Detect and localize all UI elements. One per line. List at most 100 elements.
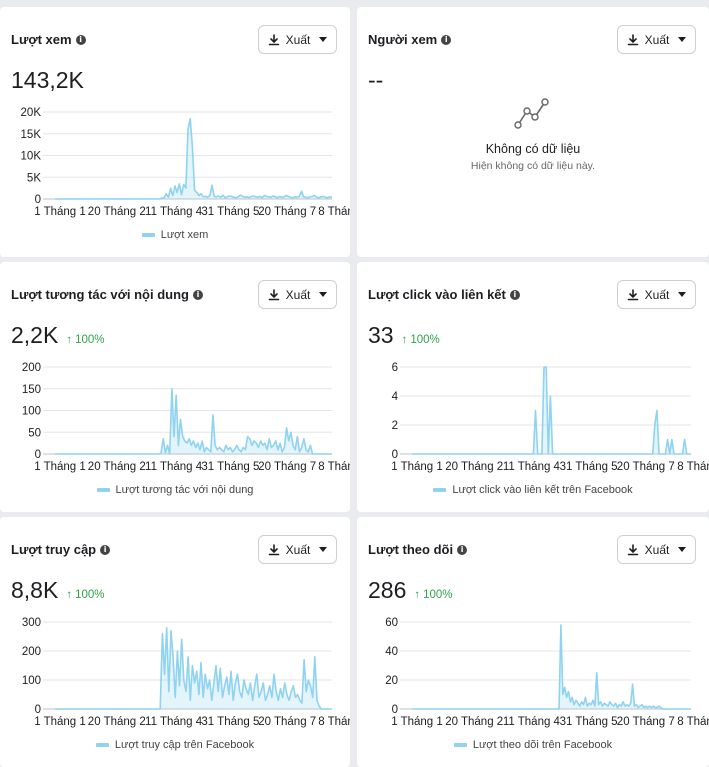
- y-tick-label: 20: [385, 675, 398, 687]
- delta-badge: ↑ 100%: [414, 589, 453, 601]
- chevron-down-icon: [319, 37, 328, 42]
- metric-value: 143,2K: [11, 67, 84, 93]
- chart-legend: Lượt theo dõi trên Facebook: [357, 739, 709, 751]
- link-clicks-chart: 6 4 2 01 Tháng 1 20 Tháng 2 11 Tháng 4 31 Thán…: [391, 362, 709, 473]
- arrow-up-icon: ↑: [66, 589, 73, 601]
- x-tick-label: 8 Tháng 9: [318, 206, 350, 218]
- info-icon[interactable]: i: [457, 544, 468, 555]
- views-card: Lượt xem i Xuất 143,2K 20K 15K 10K 5K 0 1 Thán…: [0, 7, 350, 257]
- info-icon[interactable]: i: [75, 34, 86, 45]
- x-tick-label: 31 Tháng 5: [201, 206, 259, 218]
- chevron-down-icon: [319, 292, 328, 297]
- metric-value: 2,2K ↑ 100%: [11, 322, 105, 348]
- link-clicks-card: Lượt click vào liên kết i Xuất 33 ↑ 100% 6 4…: [357, 262, 709, 512]
- chart-legend: Lượt xem: [0, 229, 350, 241]
- info-icon[interactable]: i: [192, 289, 203, 300]
- delta-badge: ↑ 100%: [401, 334, 440, 346]
- legend-swatch: [433, 488, 447, 493]
- delta-badge: ↑ 100%: [66, 589, 105, 601]
- delta-badge: ↑ 100%: [66, 334, 105, 346]
- card-title: Lượt click vào liên kết i: [368, 287, 520, 302]
- x-tick-label: 11 Tháng 4: [503, 716, 561, 728]
- x-tick-label: 8 Tháng 9: [318, 461, 350, 473]
- y-tick-label: 40: [385, 646, 398, 658]
- export-button[interactable]: Xuất: [617, 25, 696, 54]
- x-tick-label: 1 Tháng 1: [34, 206, 86, 218]
- card-title: Người xem i: [368, 32, 452, 47]
- chevron-down-icon: [678, 37, 687, 42]
- y-tick-label: 0: [392, 704, 398, 716]
- x-tick-label: 20 Tháng 2: [445, 461, 503, 473]
- x-tick-label: 11 Tháng 4: [145, 206, 203, 218]
- chart-legend: Lượt tương tác với nội dung: [0, 484, 350, 496]
- x-tick-label: 8 Tháng 9: [318, 716, 350, 728]
- y-tick-label: 6: [392, 362, 398, 374]
- chart-line-icon: [514, 98, 549, 129]
- card-title: Lượt tương tác với nội dung i: [11, 287, 203, 302]
- x-tick-label: 8 Tháng 9: [677, 461, 709, 473]
- download-icon: [627, 543, 638, 555]
- metric-value: 286 ↑ 100%: [368, 577, 453, 603]
- export-button[interactable]: Xuất: [258, 280, 337, 309]
- x-tick-label: 20 Tháng 2: [445, 716, 503, 728]
- x-tick-label: 8 Tháng 9: [677, 716, 709, 728]
- arrow-up-icon: ↑: [401, 334, 408, 346]
- info-icon[interactable]: i: [100, 544, 111, 555]
- viewers-card: Người xem i Xuất -- Không có dữ liệu Hiện…: [357, 7, 709, 257]
- x-tick-label: 11 Tháng 4: [503, 461, 561, 473]
- y-tick-label: 100: [22, 675, 41, 687]
- card-title: Lượt xem i: [11, 32, 86, 47]
- download-icon: [268, 288, 279, 300]
- export-button[interactable]: Xuất: [258, 535, 337, 564]
- y-tick-label: 10K: [21, 151, 42, 163]
- y-tick-label: 20K: [21, 107, 42, 119]
- follows-card: Lượt theo dõi i Xuất 286 ↑ 100% 60 40 20 0 1 Th…: [357, 517, 709, 767]
- export-button[interactable]: Xuất: [258, 25, 337, 54]
- chevron-down-icon: [319, 547, 328, 552]
- empty-title: Không có dữ liệu: [485, 142, 581, 156]
- x-tick-label: 31 Tháng 5: [560, 716, 618, 728]
- info-icon[interactable]: i: [509, 289, 520, 300]
- x-tick-label: 31 Tháng 5: [201, 716, 259, 728]
- export-label: Xuất: [285, 32, 311, 47]
- export-button[interactable]: Xuất: [617, 535, 696, 564]
- y-tick-label: 4: [392, 391, 399, 403]
- y-tick-label: 0: [35, 449, 41, 461]
- x-tick-label: 11 Tháng 4: [145, 461, 203, 473]
- y-tick-label: 0: [35, 194, 41, 206]
- y-tick-label: 100: [22, 406, 41, 418]
- x-tick-label: 31 Tháng 5: [201, 461, 259, 473]
- legend-swatch: [96, 488, 110, 493]
- y-tick-label: 0: [392, 449, 398, 461]
- series-line: [55, 627, 332, 710]
- download-icon: [268, 33, 279, 45]
- download-icon: [627, 288, 638, 300]
- export-button[interactable]: Xuất: [617, 280, 696, 309]
- y-tick-label: 5K: [27, 172, 41, 184]
- chart-legend: Lượt truy cập trên Facebook: [0, 739, 350, 751]
- interactions-chart: 200 150 100 50 01 Tháng 1 20 Tháng 2 11 Tháng …: [22, 362, 350, 473]
- x-tick-label: 20 Tháng 7: [258, 716, 316, 728]
- card-title: Lượt truy cập i: [11, 542, 111, 557]
- metric-value: 33 ↑ 100%: [368, 322, 440, 348]
- y-tick-label: 50: [28, 427, 41, 439]
- series-line: [412, 366, 691, 455]
- arrow-up-icon: ↑: [66, 334, 73, 346]
- interactions-card: Lượt tương tác với nội dung i Xuất 2,2K ↑ 1…: [0, 262, 350, 512]
- x-tick-label: 1 Tháng 1: [34, 461, 86, 473]
- metric-value: 8,8K ↑ 100%: [11, 577, 105, 603]
- series-area: [55, 388, 332, 454]
- download-icon: [627, 33, 638, 45]
- x-tick-label: 20 Tháng 2: [88, 716, 146, 728]
- info-icon[interactable]: i: [441, 34, 452, 45]
- series-line: [55, 388, 332, 455]
- export-label: Xuất: [285, 287, 311, 302]
- export-label: Xuất: [644, 32, 670, 47]
- y-tick-label: 0: [35, 704, 41, 716]
- x-tick-label: 20 Tháng 7: [258, 461, 316, 473]
- x-tick-label: 20 Tháng 2: [88, 461, 146, 473]
- x-tick-label: 1 Tháng 1: [391, 716, 443, 728]
- arrow-up-icon: ↑: [414, 589, 421, 601]
- y-tick-label: 150: [22, 384, 41, 396]
